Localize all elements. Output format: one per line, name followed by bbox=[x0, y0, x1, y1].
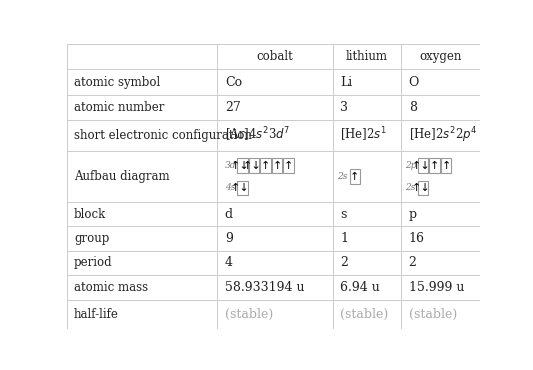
Text: block: block bbox=[74, 208, 106, 221]
Bar bbox=[429, 158, 440, 173]
Text: (stable): (stable) bbox=[225, 308, 273, 321]
Text: (stable): (stable) bbox=[341, 308, 389, 321]
Text: atomic symbol: atomic symbol bbox=[74, 75, 160, 88]
Text: 2: 2 bbox=[341, 256, 349, 269]
Text: group: group bbox=[74, 232, 109, 245]
Bar bbox=[237, 158, 247, 173]
Text: ↑: ↑ bbox=[261, 161, 270, 171]
Text: 3d: 3d bbox=[225, 161, 236, 170]
Bar bbox=[350, 169, 360, 184]
Text: 8: 8 bbox=[409, 101, 417, 114]
Text: 2s: 2s bbox=[405, 184, 416, 192]
Text: ↑: ↑ bbox=[430, 161, 439, 171]
Text: 3: 3 bbox=[341, 101, 349, 114]
Text: ↑: ↑ bbox=[284, 161, 293, 171]
Text: 1: 1 bbox=[341, 232, 349, 245]
Text: lithium: lithium bbox=[346, 50, 388, 63]
Text: Aufbau diagram: Aufbau diagram bbox=[74, 170, 169, 183]
Text: 2s: 2s bbox=[337, 172, 348, 181]
Text: 27: 27 bbox=[225, 101, 240, 114]
Bar bbox=[272, 158, 282, 173]
Text: half-life: half-life bbox=[74, 308, 119, 321]
Text: ↑↓: ↑↓ bbox=[411, 183, 431, 193]
Text: ↑↓: ↑↓ bbox=[231, 183, 250, 193]
Text: 58.933194 u: 58.933194 u bbox=[225, 281, 304, 294]
Text: [He]2$s^1$: [He]2$s^1$ bbox=[341, 126, 387, 144]
Bar bbox=[418, 181, 428, 195]
Text: d: d bbox=[225, 208, 233, 221]
Text: ↑: ↑ bbox=[350, 172, 359, 182]
Text: [He]2$s^2$2$p^4$: [He]2$s^2$2$p^4$ bbox=[409, 125, 477, 145]
Text: 6.94 u: 6.94 u bbox=[341, 281, 380, 294]
Text: ↑↓: ↑↓ bbox=[231, 161, 250, 171]
Text: cobalt: cobalt bbox=[257, 50, 294, 63]
Text: short electronic configuration: short electronic configuration bbox=[74, 129, 252, 142]
Text: Li: Li bbox=[341, 75, 353, 88]
Text: 16: 16 bbox=[409, 232, 425, 245]
Text: 4: 4 bbox=[225, 256, 233, 269]
Text: atomic mass: atomic mass bbox=[74, 281, 148, 294]
Text: atomic number: atomic number bbox=[74, 101, 165, 114]
Text: ↑: ↑ bbox=[441, 161, 451, 171]
Text: s: s bbox=[341, 208, 347, 221]
Text: 4s: 4s bbox=[225, 184, 235, 192]
Bar bbox=[260, 158, 271, 173]
Text: Co: Co bbox=[225, 75, 242, 88]
Bar bbox=[284, 158, 294, 173]
Bar bbox=[249, 158, 259, 173]
Text: 2p: 2p bbox=[405, 161, 417, 170]
Text: oxygen: oxygen bbox=[419, 50, 462, 63]
Text: O: O bbox=[409, 75, 419, 88]
Text: [Ar]4$s^2$3$d^7$: [Ar]4$s^2$3$d^7$ bbox=[225, 126, 290, 144]
Bar bbox=[418, 158, 428, 173]
Text: ↑↓: ↑↓ bbox=[243, 161, 262, 171]
Bar bbox=[441, 158, 451, 173]
Text: 15.999 u: 15.999 u bbox=[409, 281, 464, 294]
Bar bbox=[237, 181, 247, 195]
Text: period: period bbox=[74, 256, 112, 269]
Text: (stable): (stable) bbox=[409, 308, 457, 321]
Text: p: p bbox=[409, 208, 417, 221]
Text: ↑↓: ↑↓ bbox=[411, 161, 431, 171]
Text: ↑: ↑ bbox=[272, 161, 282, 171]
Text: 2: 2 bbox=[409, 256, 416, 269]
Text: 9: 9 bbox=[225, 232, 233, 245]
